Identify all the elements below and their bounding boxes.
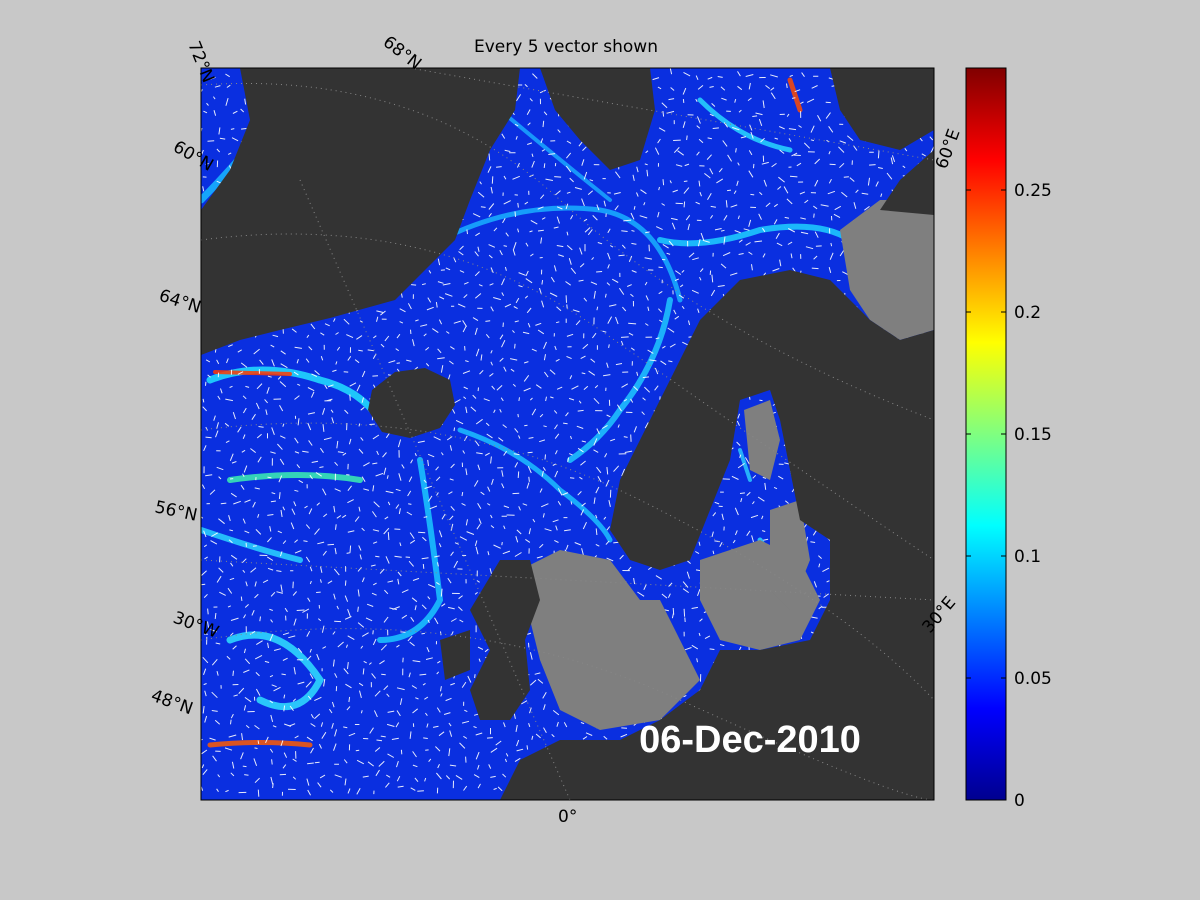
current-streak xyxy=(567,297,673,463)
current-streak xyxy=(657,223,853,247)
lat-72-label: 72°N xyxy=(183,38,218,85)
shelf-areas xyxy=(520,200,934,730)
colorbar-gradient xyxy=(965,67,1007,801)
date-label: 06-Dec-2010 xyxy=(639,719,861,761)
lat-48-label: 48°N xyxy=(148,686,195,719)
current-streak xyxy=(457,427,613,543)
current-streak xyxy=(207,740,313,748)
current-streak xyxy=(377,457,444,643)
land-masses xyxy=(201,68,934,800)
colorbar: 0.25 0.2 0.15 0.1 0.05 0 xyxy=(965,67,1052,811)
lon-0-label: 0° xyxy=(558,807,577,827)
current-streak xyxy=(437,205,683,303)
colorbar-tick-label: 0.05 xyxy=(1014,669,1052,689)
graticule xyxy=(201,68,934,800)
colorbar-tick-label: 0.2 xyxy=(1014,303,1041,323)
current-streak xyxy=(787,77,803,113)
current-streak xyxy=(213,370,292,376)
lon-60e-label: 60°E xyxy=(932,126,965,171)
lat-64-label: 64°N xyxy=(156,286,203,318)
chart-title: Every 5 vector shown xyxy=(474,37,658,57)
map-panel: 06-Dec-2010 xyxy=(201,68,934,800)
map-frame xyxy=(200,67,935,801)
current-streak xyxy=(697,97,793,153)
lat-56-label: 56°N xyxy=(153,497,199,525)
colorbar-tick-label: 0.15 xyxy=(1014,425,1052,445)
colorbar-tick-label: 0.1 xyxy=(1014,547,1041,567)
colorbar-tick-label: 0.25 xyxy=(1014,181,1052,201)
current-streak xyxy=(738,448,752,482)
current-streak xyxy=(227,472,363,483)
current-speed-streaks xyxy=(201,76,853,748)
colorbar-tick-label: 0 xyxy=(1014,791,1025,811)
current-streak xyxy=(498,108,612,202)
current-streak xyxy=(201,527,303,563)
